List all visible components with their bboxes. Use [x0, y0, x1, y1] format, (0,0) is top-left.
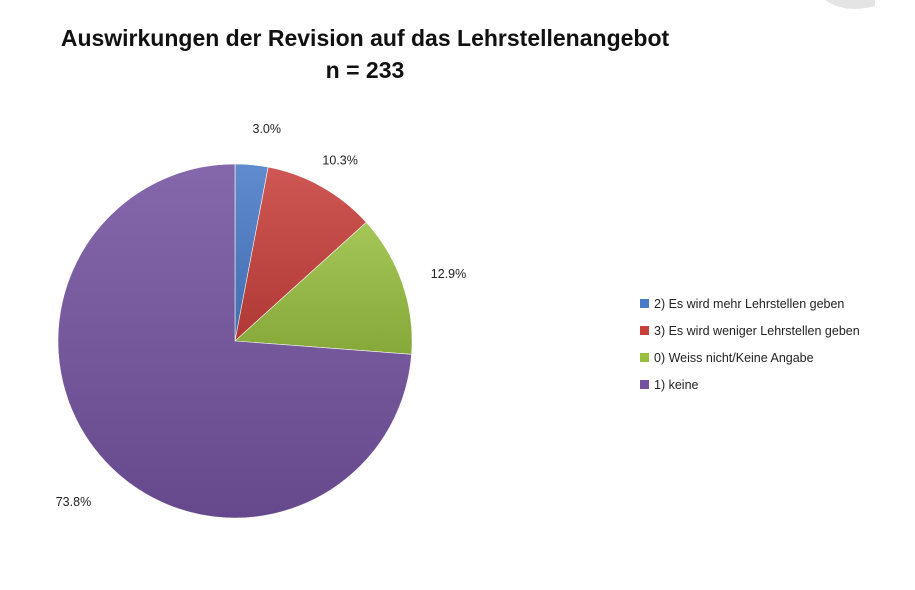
- pie-slice-label-4: 73.8%: [56, 495, 91, 509]
- legend-swatch-2: [640, 326, 649, 335]
- pie-slice-labels: 3.0% 10.3% 12.9% 73.8%: [56, 122, 467, 509]
- chart-title: Auswirkungen der Revision auf das Lehrst…: [60, 25, 670, 51]
- legend-item-2: 3) Es wird weniger Lehrstellen geben: [640, 317, 900, 344]
- legend-swatch-4: [640, 380, 649, 389]
- pie-slice-shade-4: [58, 164, 412, 518]
- legend-label-4: 1) keine: [654, 377, 699, 392]
- pie-slice-shade-3: [235, 222, 413, 355]
- legend-swatch-1: [640, 299, 649, 308]
- legend-item-1: 2) Es wird mehr Lehrstellen geben: [640, 290, 900, 317]
- legend-label-2: 3) Es wird weniger Lehrstellen geben: [654, 323, 860, 338]
- legend-item-4: 1) keine: [640, 371, 900, 398]
- chart-legend: 2) Es wird mehr Lehrstellen geben 3) Es w…: [640, 290, 900, 398]
- legend-item-3: 0) Weiss nicht/Keine Angabe: [640, 344, 900, 371]
- chart-subtitle: n = 233: [325, 57, 405, 83]
- corner-decoration: [825, 0, 875, 9]
- legend-swatch-3: [640, 353, 649, 362]
- legend-label-3: 0) Weiss nicht/Keine Angabe: [654, 350, 814, 365]
- pie-slice-label-2: 10.3%: [322, 154, 357, 168]
- pie-slices: [57, 163, 413, 519]
- pie-slice-label-1: 3.0%: [253, 122, 282, 136]
- pie-slice-shade-2: [235, 167, 367, 341]
- legend-label-1: 2) Es wird mehr Lehrstellen geben: [654, 296, 845, 311]
- chart-title-block: Auswirkungen der Revision auf das Lehrst…: [0, 22, 730, 86]
- pie-slice-label-3: 12.9%: [431, 267, 466, 281]
